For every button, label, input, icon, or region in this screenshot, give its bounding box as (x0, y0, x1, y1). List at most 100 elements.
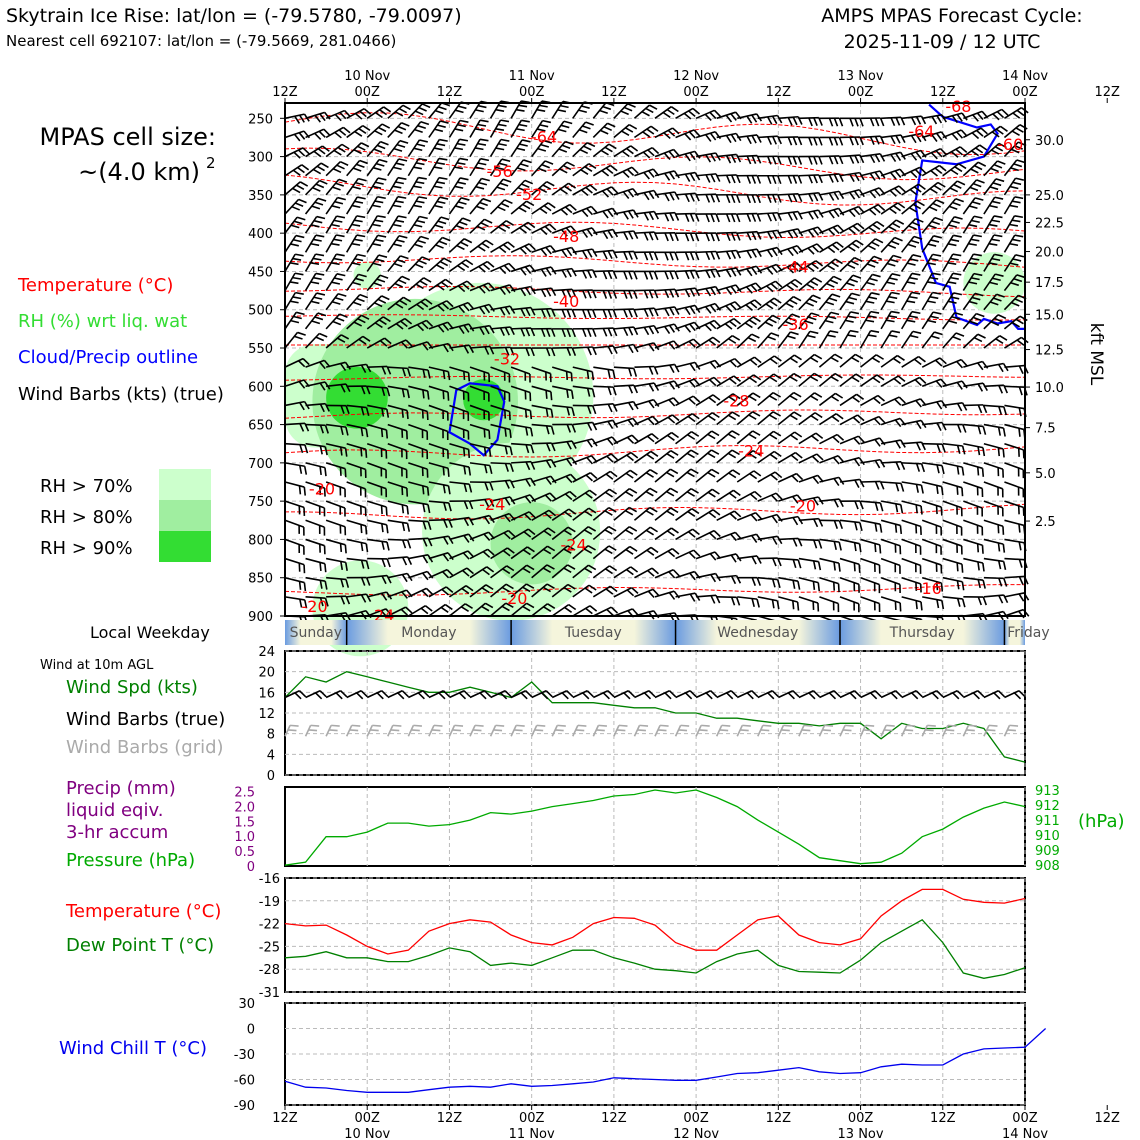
barb-feather (481, 242, 490, 249)
wind-barb (469, 197, 492, 215)
barb-staff (839, 311, 852, 330)
barb-feather (766, 249, 773, 258)
barb-staff (449, 516, 470, 522)
wind-barb (593, 385, 617, 396)
barb-feather (319, 403, 325, 413)
barb-staff (428, 552, 449, 560)
wind-barb (304, 292, 326, 311)
barb-feather (509, 347, 515, 356)
temperature-isoline (284, 147, 1026, 181)
wind-barb (572, 227, 598, 238)
barb-feather (427, 504, 431, 514)
barb-feather (857, 414, 865, 422)
barb-feather (625, 491, 634, 497)
barb-feather (648, 690, 656, 698)
barb-staff (346, 335, 364, 349)
barb-feather (604, 510, 613, 516)
wind-barb (819, 173, 844, 183)
barb-feather (732, 469, 741, 476)
barb-feather (805, 301, 814, 307)
wind10m-grid-barb (530, 724, 546, 737)
wind-tick-label: 16 (258, 686, 275, 701)
barb-feather (756, 598, 760, 608)
barb-feather (817, 561, 822, 571)
barb-feather (669, 252, 674, 261)
wind-barb (798, 432, 824, 445)
wind-barb (716, 284, 742, 296)
barb-feather (607, 230, 614, 239)
barb-staff (860, 437, 880, 445)
wind-barb (737, 248, 762, 259)
wind-barb (716, 596, 741, 606)
barb-feather (907, 243, 917, 248)
barb-feather (649, 506, 658, 513)
barb-feather (319, 690, 327, 698)
barb-feather (340, 690, 348, 698)
barb-feather (814, 392, 823, 398)
barb-feather (730, 174, 736, 184)
barb-feather (934, 167, 943, 175)
barb-feather (793, 411, 802, 418)
barb-feather (1001, 507, 1004, 517)
barb-feather (765, 303, 774, 310)
barb-feather (460, 241, 469, 247)
barb-feather (669, 232, 674, 242)
barb-staff (839, 373, 857, 387)
barb-staff (284, 164, 303, 177)
wind-barb (490, 565, 515, 579)
barb-feather (383, 106, 392, 113)
barb-feather (749, 493, 758, 501)
cell-size-sup: 2 (206, 154, 216, 172)
barb-feather (542, 567, 552, 574)
barb-feather (434, 204, 443, 209)
barb-feather (832, 226, 840, 234)
barb-feather (647, 590, 655, 599)
barb-feather (756, 175, 762, 184)
barb-feather (602, 309, 608, 318)
barb-feather (462, 410, 465, 420)
wind-barb (798, 312, 820, 330)
barb-feather (385, 524, 389, 534)
barb-feather (826, 264, 836, 271)
wind-barb (284, 538, 305, 555)
barb-staff (922, 399, 942, 407)
barb-feather (313, 296, 323, 300)
barb-feather (789, 357, 798, 364)
wind-barb (942, 462, 965, 476)
barb-feather (666, 490, 675, 497)
barb-feather (356, 692, 364, 700)
barb-feather (756, 134, 762, 143)
barb-feather (756, 155, 762, 164)
wind-barb (777, 354, 802, 368)
barb-feather (310, 242, 320, 247)
temperature-label: -52 (516, 185, 542, 204)
barb-feather (550, 287, 557, 297)
barb-feather (894, 563, 897, 573)
barb-feather (813, 277, 823, 283)
barb-feather (786, 266, 795, 274)
wind-barb (819, 538, 842, 551)
barb-feather (833, 174, 839, 183)
barb-feather (463, 483, 468, 493)
barb-staff (716, 174, 737, 177)
barb-feather (543, 530, 552, 537)
barb-feather (477, 162, 487, 166)
wind-barb (551, 203, 577, 216)
barb-staff (675, 431, 692, 445)
barb-feather (828, 297, 838, 302)
barb-feather (518, 104, 528, 108)
barb-feather (1013, 692, 1022, 700)
wind-barb (654, 211, 680, 222)
wind-barb (839, 117, 864, 127)
barb-feather (756, 577, 761, 586)
wind-barb (407, 256, 431, 272)
temperature-label: -64 (908, 122, 934, 141)
barb-feather (664, 252, 669, 261)
barb-feather (1016, 274, 1026, 279)
wind-barb (469, 404, 490, 421)
y-tick-label: 350 (248, 189, 273, 204)
barb-feather (649, 468, 658, 475)
barb-feather (476, 205, 485, 210)
label-wind-spd: Wind Spd (kts) (66, 677, 198, 698)
barb-feather (873, 255, 883, 261)
